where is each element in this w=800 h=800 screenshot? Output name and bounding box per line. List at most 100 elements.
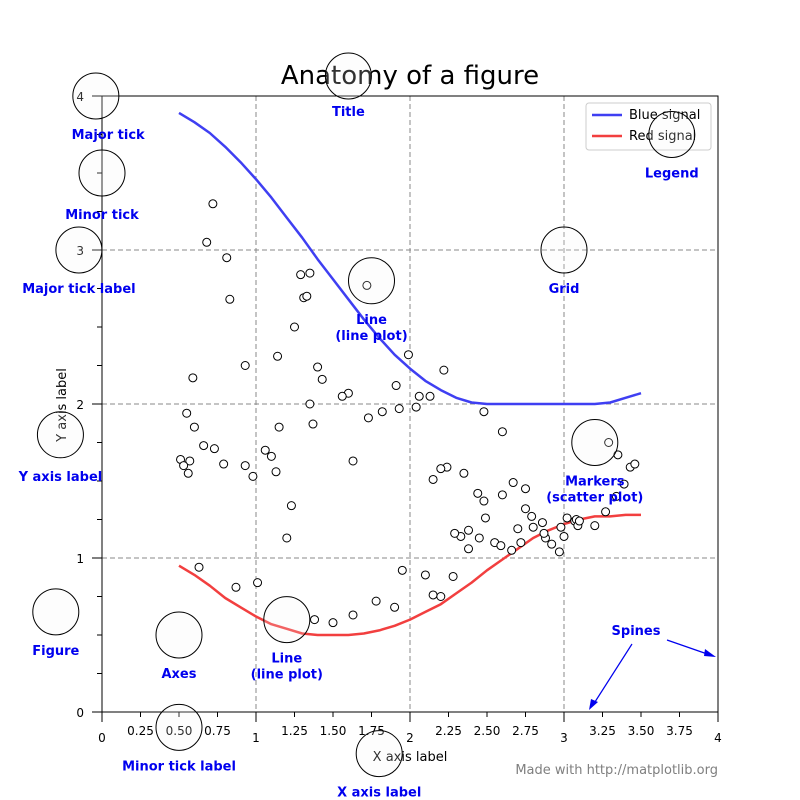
annotation-circle [540, 226, 588, 274]
annotations: Major tick Minor tick Major tick label Y ax… [18, 52, 699, 800]
annotation-label: Y axis label [18, 470, 103, 485]
scatter-point [521, 484, 530, 494]
scatter-point [271, 467, 281, 477]
x-minor-tick-label: 2.25 [435, 724, 462, 738]
scatter-point [290, 322, 299, 332]
scatter-point [397, 565, 407, 575]
scatter-point [282, 533, 292, 543]
chart-title: Anatomy of a figure [281, 61, 539, 91]
x-tick-label: 1 [252, 731, 260, 745]
scatter-point [274, 422, 284, 432]
scatter-point [296, 270, 306, 280]
x-tick-label: 2 [406, 731, 414, 745]
scatter-point [497, 490, 507, 500]
scatter-point [559, 531, 569, 541]
y-tick-label: 2 [76, 398, 84, 412]
x-tick-label: 4 [714, 731, 722, 745]
scatter-point [377, 407, 387, 417]
scatter-point [513, 524, 523, 534]
annotation-circle [155, 703, 203, 751]
annotation-label: (line plot) [251, 668, 323, 683]
annotation-label: X axis label [337, 786, 421, 800]
scatter-point [450, 528, 460, 538]
scatter-point [528, 522, 538, 532]
scatter-point [179, 461, 189, 471]
scatter-point [439, 365, 449, 375]
annotation-circle [72, 72, 120, 120]
x-minor-tick-label: 3.50 [628, 724, 655, 738]
scatter-point [328, 618, 338, 628]
scatter-point [547, 539, 557, 549]
scatter-point [428, 474, 438, 484]
scatter-point [428, 590, 438, 600]
scatter-point [317, 374, 327, 384]
annotation-label: Minor tick label [122, 760, 236, 775]
scatter-point [219, 459, 229, 469]
annotation-circle [571, 419, 619, 466]
x-minor-tick-label: 1.50 [320, 724, 347, 738]
scatter-point [459, 468, 469, 478]
scatter-point [348, 610, 358, 620]
scatter-point [473, 488, 483, 498]
scatter-point [188, 373, 198, 383]
scatter-point [479, 496, 489, 506]
annotation-label: Minor tick [65, 208, 139, 223]
scatter-point [497, 427, 507, 437]
scatter-point [508, 478, 518, 488]
legend-entry: Red signal [629, 129, 696, 144]
scatter-point [414, 391, 424, 401]
scatter-point [248, 471, 258, 481]
scatter-point [209, 444, 219, 454]
annotation-label: Markers [565, 475, 625, 490]
axes: 0 1 2 3 4 0.25 0.50 0.75 1.25 1.50 1.75 2.25 2.50 2.7… [76, 90, 721, 745]
scatter-point [527, 511, 537, 521]
scatter-point [363, 413, 373, 423]
scatter-point [496, 541, 506, 551]
x-axis-label: X axis label [373, 750, 448, 765]
scatter-point [611, 491, 621, 501]
scatter-point [436, 464, 446, 474]
annotation-circle [263, 596, 311, 644]
scatter-point [182, 408, 192, 418]
y-tick-label: 1 [76, 552, 84, 566]
scatter-point [199, 441, 209, 451]
scatter-point [225, 294, 235, 304]
annotation-label: Axes [161, 667, 196, 682]
annotation-circle [36, 411, 84, 459]
scatter-point [194, 562, 204, 572]
spines-label: Spines [612, 624, 661, 639]
scatter-point [391, 381, 401, 391]
series-line-blue-signal [178, 111, 642, 406]
annotation-circle [32, 588, 80, 636]
annotation-circle [155, 611, 203, 659]
scatter-point [371, 596, 381, 606]
scatter-point [448, 571, 458, 581]
scatter-point [266, 451, 276, 461]
annotation-label: Grid [549, 282, 580, 297]
scatter-point [189, 422, 199, 432]
scatter-point [313, 362, 323, 372]
scatter-point [420, 570, 430, 580]
annotation-label: Title [332, 105, 365, 120]
x-minor-tick-label: 1.75 [358, 724, 385, 738]
annotation-label: (scatter plot) [546, 491, 643, 506]
scatter-point [562, 513, 572, 523]
scatter-point [240, 461, 250, 471]
scatter-point [464, 544, 474, 554]
y-tick-label: 3 [76, 244, 84, 258]
scatter-point [202, 237, 212, 247]
legend-entry: Blue signal [629, 108, 700, 123]
annotation-circle [355, 730, 403, 778]
scatter-point [403, 350, 413, 360]
scatter-point [348, 456, 358, 466]
scatter-point [260, 445, 270, 455]
annotation-label: Line [356, 313, 387, 328]
scatter-point [302, 291, 312, 301]
annotation-label: (line plot) [335, 329, 407, 344]
scatter-point [521, 504, 530, 514]
scatter-point [619, 479, 629, 489]
scatter-point [231, 582, 241, 592]
x-minor-tick-label: 3.25 [589, 724, 616, 738]
annotation-label: Line [271, 652, 302, 667]
scatter-point [554, 547, 564, 557]
